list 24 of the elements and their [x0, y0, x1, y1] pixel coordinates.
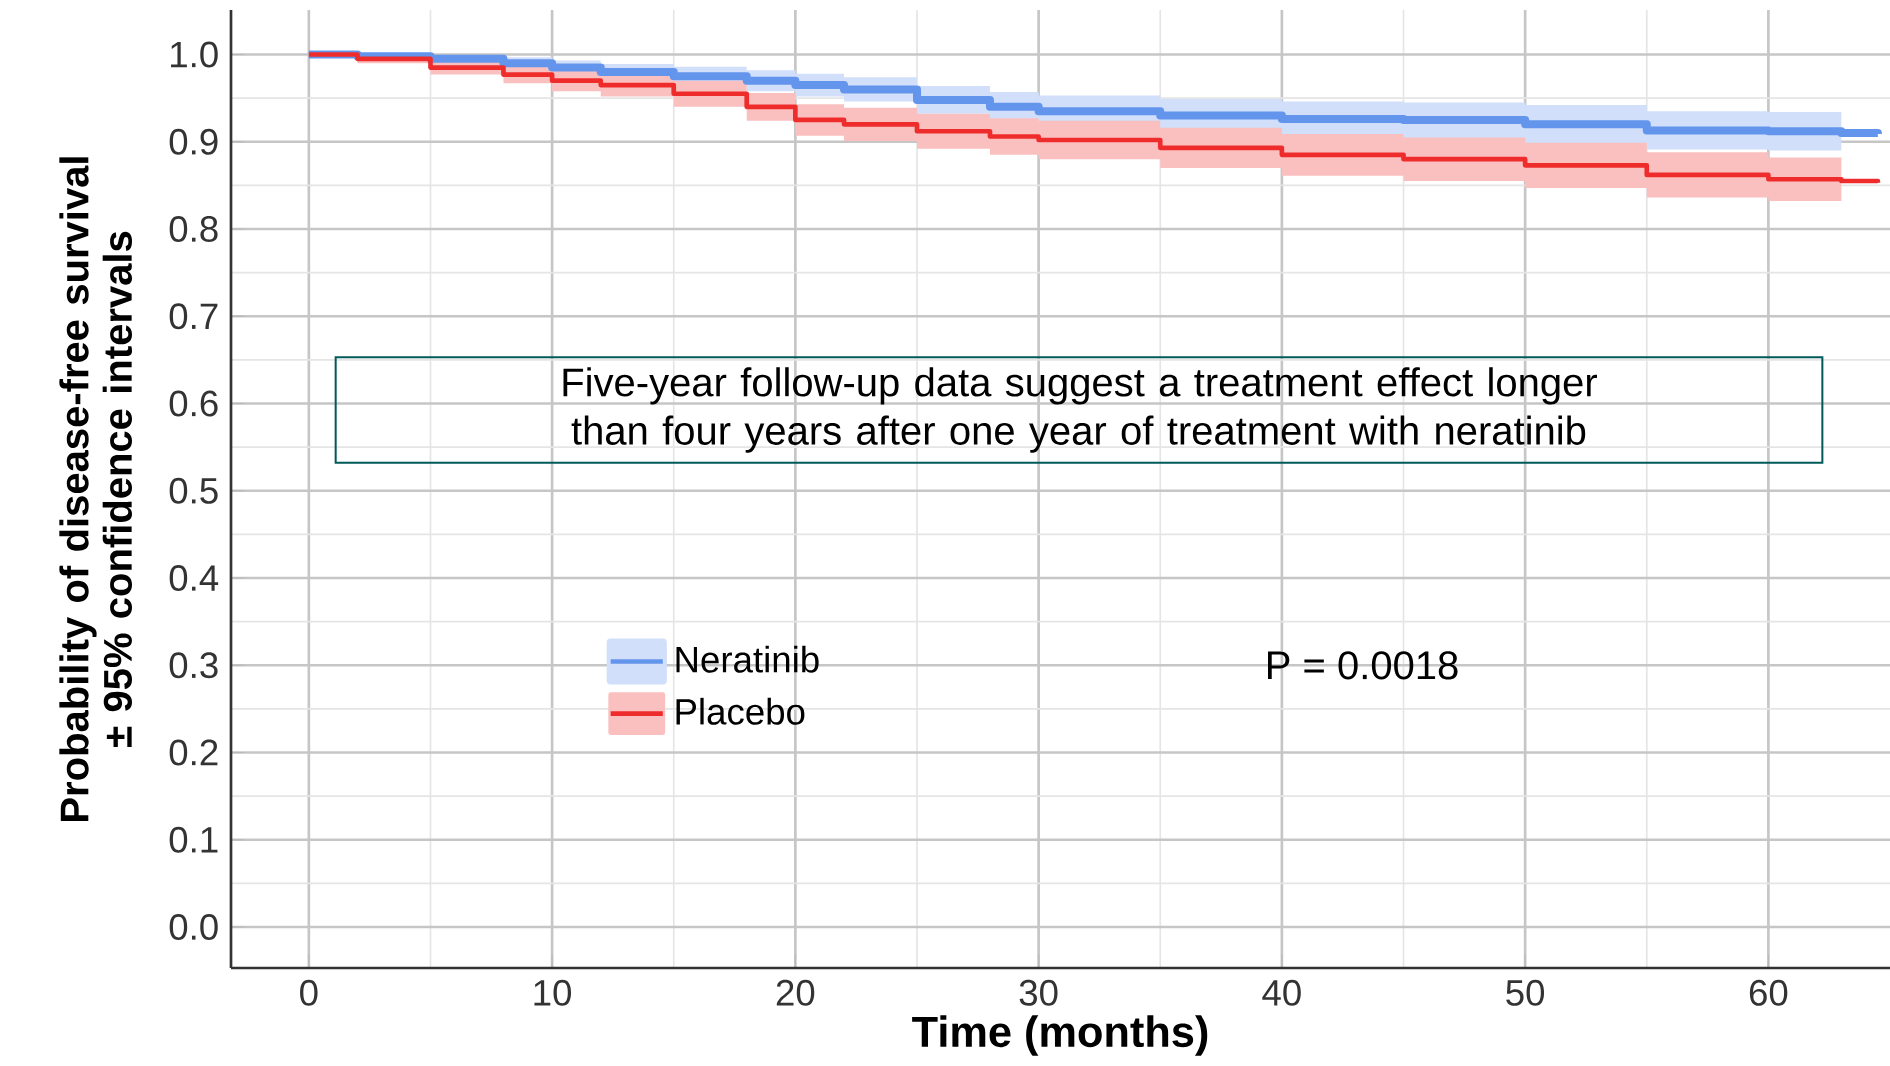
y-axis-title: Probability of disease-free survival ± 95% confidence intervals — [59, 157, 133, 821]
x-axis-title: Time (months) — [912, 1015, 1208, 1056]
x-tick-label: 10 — [534, 979, 572, 1006]
annotation: P = 0.0018 — [1268, 651, 1458, 680]
y-tick-label: 0.8 — [169, 216, 218, 242]
legend-label: Placebo — [676, 697, 805, 725]
x-tick-label: 0 — [300, 979, 318, 1006]
x-tick-label: 40 — [1262, 979, 1301, 1006]
y-tick-label: 0.6 — [169, 390, 218, 417]
x-tick-label: 60 — [1749, 979, 1788, 1006]
x-tick-label: 50 — [1506, 979, 1545, 1006]
y-tick-label: 0.5 — [169, 477, 218, 504]
x-tick-label: 30 — [1019, 979, 1058, 1006]
y-tick-label: 0.4 — [169, 565, 219, 591]
y-tick-label: 1.0 — [171, 41, 218, 68]
y-tick-label: 0.7 — [169, 303, 218, 330]
y-tick-label: 0.1 — [169, 826, 218, 853]
y-tick-label: 0.2 — [169, 739, 218, 766]
annotation: Five-year follow-up data suggest a treatment effect longer than four years after one year of treatment with neratinib — [563, 367, 1597, 453]
y-tick-label: 0.9 — [169, 128, 218, 155]
y-tick-label: 0.0 — [169, 914, 218, 940]
x-tick-label: 20 — [776, 979, 815, 1006]
y-tick-label: 0.3 — [169, 652, 218, 679]
legend-label: Neratinib — [676, 645, 819, 673]
